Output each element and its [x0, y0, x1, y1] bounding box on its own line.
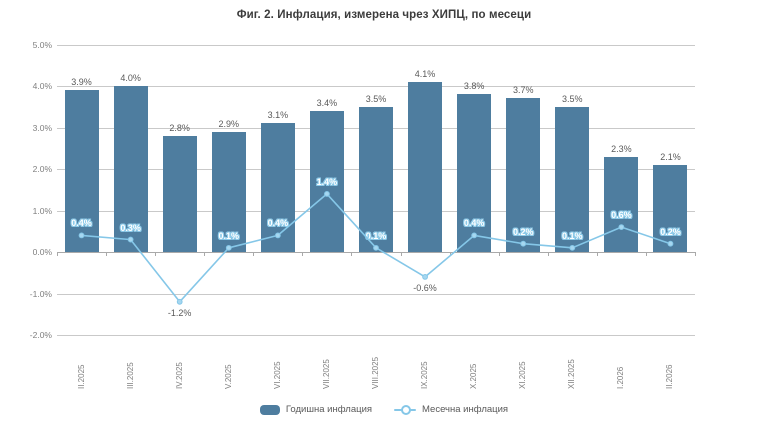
bar-value-label: 4.1% [414, 68, 436, 79]
line-value-label: 0.6% [611, 210, 632, 221]
line-value-label: 0.2% [660, 226, 681, 237]
legend-circle-marker [401, 404, 412, 415]
monthly-inflation-line-marker-icon [394, 404, 417, 415]
y-axis-label: 0.0% [32, 247, 52, 257]
gridline [57, 293, 695, 295]
y-axis-label: -2.0% [29, 330, 52, 340]
bar [653, 164, 688, 252]
axis-tick [596, 252, 598, 256]
y-axis-label: 2.0% [32, 164, 52, 174]
line-value-label: 0.3% [120, 222, 141, 233]
x-axis-label: X.2025 [469, 363, 479, 389]
x-axis-label: IX.2025 [420, 361, 430, 389]
x-axis-label: XI.2025 [518, 361, 528, 389]
axis-tick [155, 252, 157, 256]
line-value-label: 0.4% [71, 218, 92, 229]
legend-label-annual: Годишна инфлация [285, 404, 373, 415]
y-axis-label: 3.0% [32, 122, 52, 133]
bar-value-label: 3.5% [562, 93, 583, 104]
x-axis-label: V.2025 [223, 364, 233, 389]
bar-value-label: 3.8% [463, 81, 485, 92]
axis-tick [449, 252, 451, 256]
x-axis-label: II.2026 [665, 364, 675, 389]
axis-tick [302, 252, 304, 256]
line-value-label: -1.2% [167, 307, 192, 318]
bar-value-label: 4.0% [120, 73, 141, 83]
x-axis-label: IV.2025 [174, 362, 184, 389]
bar-value-label: 2.1% [660, 151, 681, 162]
x-axis-label: VIII.2025 [371, 356, 380, 389]
x-axis-label: VI.2025 [272, 361, 282, 389]
bar-value-label: 3.4% [316, 97, 338, 108]
line-value-label: 0.1% [562, 230, 583, 241]
x-axis-label: XII.2025 [567, 359, 577, 389]
bar-value-label: 3.9% [71, 77, 92, 88]
line-point-marker [422, 274, 428, 280]
line-value-label: 0.4% [267, 218, 289, 229]
axis-tick [547, 252, 549, 256]
legend: Годишна инфлация Месечна инфлация [0, 404, 768, 415]
y-axis-label: 4.0% [32, 81, 52, 91]
bar [260, 123, 295, 252]
line-value-label: 0.4% [463, 218, 485, 229]
legend-item-monthly-inflation: Месечна инфлация [394, 404, 508, 415]
axis-tick [400, 252, 402, 256]
line-point-marker [176, 298, 183, 305]
y-axis-label: 5.0% [32, 39, 52, 50]
axis-tick [253, 252, 255, 256]
axis-tick [204, 252, 206, 256]
legend-item-annual-inflation: Годишна инфлация [259, 404, 373, 415]
bar-value-label: 2.9% [218, 118, 240, 129]
y-axis-label: -1.0% [29, 288, 52, 299]
axis-tick [695, 252, 696, 256]
line-value-label: 1.4% [316, 176, 338, 187]
line-value-label: 0.2% [512, 226, 534, 237]
gridline [57, 86, 695, 87]
x-axis-label: VII.2025 [321, 359, 331, 389]
bar-value-label: 3.1% [267, 110, 289, 121]
gridline [57, 335, 695, 336]
x-axis-label: III.2025 [125, 362, 135, 389]
chart-title: Фиг. 2. Инфлация, измерена чрез ХИПЦ, по… [236, 9, 532, 21]
gridline [57, 44, 695, 46]
bar [408, 81, 443, 252]
bar [162, 135, 197, 252]
line-value-label: 0.1% [218, 230, 240, 241]
annual-inflation-swatch-icon [259, 404, 280, 415]
axis-tick [351, 252, 353, 256]
axis-tick [57, 252, 58, 256]
line-value-label: 0.1% [365, 230, 387, 241]
axis-tick [106, 252, 108, 256]
line-value-label: -0.6% [413, 282, 437, 293]
gridline [57, 252, 695, 253]
bar-value-label: 2.3% [611, 143, 632, 154]
legend-label-monthly: Месечна инфлация [422, 404, 509, 415]
x-axis-label: I.2026 [616, 366, 626, 389]
y-axis-label: 1.0% [32, 205, 52, 216]
bar-value-label: 2.8% [169, 122, 190, 133]
x-axis-label: II.2025 [76, 364, 86, 389]
axis-tick [645, 252, 647, 256]
axis-tick [498, 252, 500, 256]
bar [604, 156, 639, 252]
bar-value-label: 3.7% [512, 85, 534, 96]
bar-value-label: 3.5% [365, 93, 387, 104]
